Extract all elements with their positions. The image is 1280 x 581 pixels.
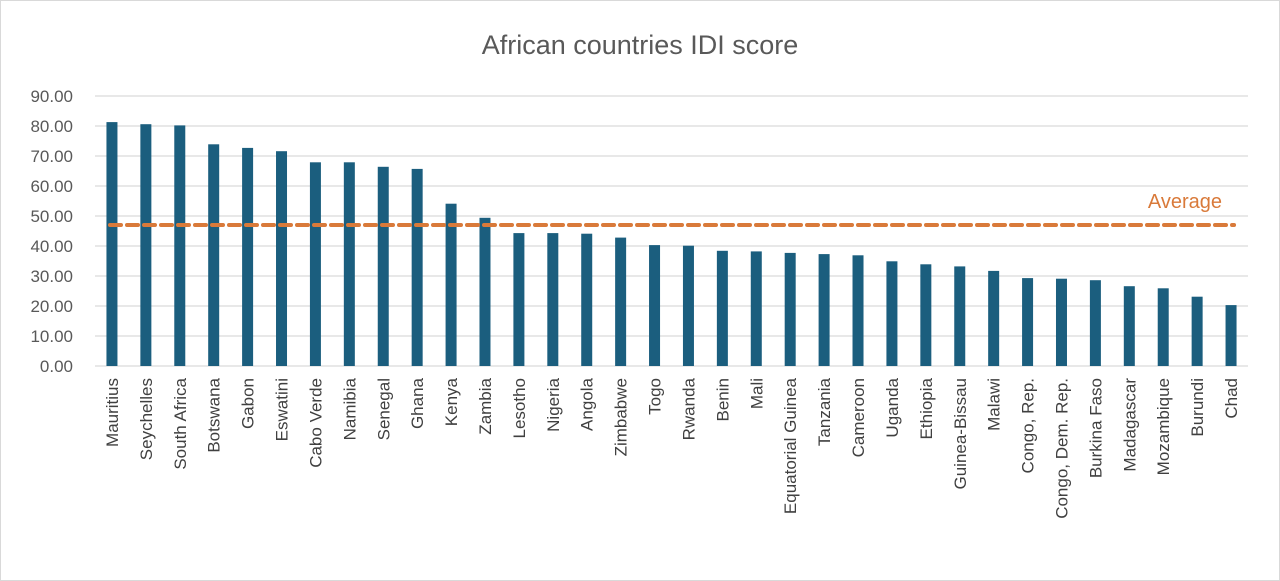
category-label: Uganda (883, 377, 902, 437)
category-label: Mali (747, 378, 766, 409)
bar-mozambique (1157, 288, 1169, 366)
bar-seychelles (140, 124, 152, 366)
category-label: Burkina Faso (1086, 378, 1105, 478)
bar-cameroon (852, 255, 864, 366)
category-label: Kenya (442, 377, 461, 426)
y-tick-label: 50.00 (30, 207, 73, 226)
bar-uganda (886, 261, 898, 366)
y-tick-label: 80.00 (30, 117, 73, 136)
bar-lesotho (513, 233, 525, 366)
category-label: Guinea-Bissau (951, 378, 970, 490)
category-label: Lesotho (510, 378, 529, 439)
bar-rwanda (682, 245, 694, 366)
bar-congo-rep- (1022, 278, 1034, 366)
category-label: Benin (713, 378, 732, 421)
bar-nigeria (547, 233, 559, 366)
bar-madagascar (1123, 286, 1135, 366)
category-label: Senegal (374, 378, 393, 440)
bar-togo (649, 245, 661, 366)
bar-angola (581, 233, 593, 366)
y-tick-label: 40.00 (30, 237, 73, 256)
bar-south-africa (174, 125, 186, 367)
bar-equatorial-guinea (784, 252, 796, 366)
category-label: Burundi (1188, 378, 1207, 437)
category-label: Tanzania (815, 377, 834, 446)
y-tick-label: 70.00 (30, 147, 73, 166)
bar-tanzania (818, 254, 830, 366)
bar-congo-dem-rep- (1055, 278, 1067, 366)
bar-eswatini (276, 151, 288, 366)
category-label: Cabo Verde (306, 378, 325, 468)
category-label: Cameroon (849, 378, 868, 457)
category-label: South Africa (171, 377, 190, 469)
category-label: Congo, Dem. Rep. (1052, 378, 1071, 519)
bar-zimbabwe (615, 237, 627, 366)
chart-title: African countries IDI score (482, 30, 799, 60)
bar-guinea-bissau (954, 266, 966, 366)
category-label: Eswatini (273, 378, 292, 441)
bar-kenya (445, 203, 457, 366)
category-label: Mauritius (103, 378, 122, 447)
category-label: Ghana (408, 377, 427, 429)
y-tick-label: 0.00 (40, 357, 73, 376)
category-label: Mozambique (1154, 378, 1173, 475)
bar-cabo-verde (309, 162, 321, 366)
y-tick-label: 90.00 (30, 87, 73, 106)
bar-zambia (479, 217, 491, 366)
category-label: Nigeria (544, 377, 563, 431)
bar-mali (750, 251, 762, 366)
bar-namibia (343, 162, 355, 366)
category-label: Zimbabwe (612, 378, 631, 456)
category-label: Gabon (239, 378, 258, 429)
average-label: Average (1148, 191, 1222, 213)
bar-mauritius (106, 122, 118, 366)
category-label: Seychelles (137, 378, 156, 460)
category-label: Malawi (985, 378, 1004, 431)
y-tick-label: 30.00 (30, 267, 73, 286)
bar-burundi (1191, 296, 1203, 366)
category-label: Equatorial Guinea (781, 377, 800, 514)
category-label: Namibia (340, 377, 359, 440)
category-label: Angola (578, 377, 597, 430)
category-label: Congo, Rep. (1019, 378, 1038, 473)
category-label: Zambia (476, 377, 495, 434)
bar-chad (1225, 305, 1237, 366)
bar-gabon (242, 147, 254, 366)
category-label: Chad (1222, 378, 1241, 419)
category-label: Togo (646, 378, 665, 415)
bar-botswana (208, 144, 220, 366)
category-label: Madagascar (1120, 378, 1139, 472)
y-tick-label: 20.00 (30, 297, 73, 316)
category-label: Ethiopia (917, 377, 936, 439)
y-tick-label: 10.00 (30, 327, 73, 346)
category-label: Botswana (205, 377, 224, 452)
y-tick-label: 60.00 (30, 177, 73, 196)
bar-senegal (377, 166, 389, 366)
bar-malawi (988, 270, 1000, 366)
bar-ethiopia (920, 264, 932, 366)
bar-burkina-faso (1089, 280, 1101, 366)
category-label: Rwanda (679, 377, 698, 440)
bar-ghana (411, 168, 423, 366)
bar-benin (716, 250, 728, 366)
